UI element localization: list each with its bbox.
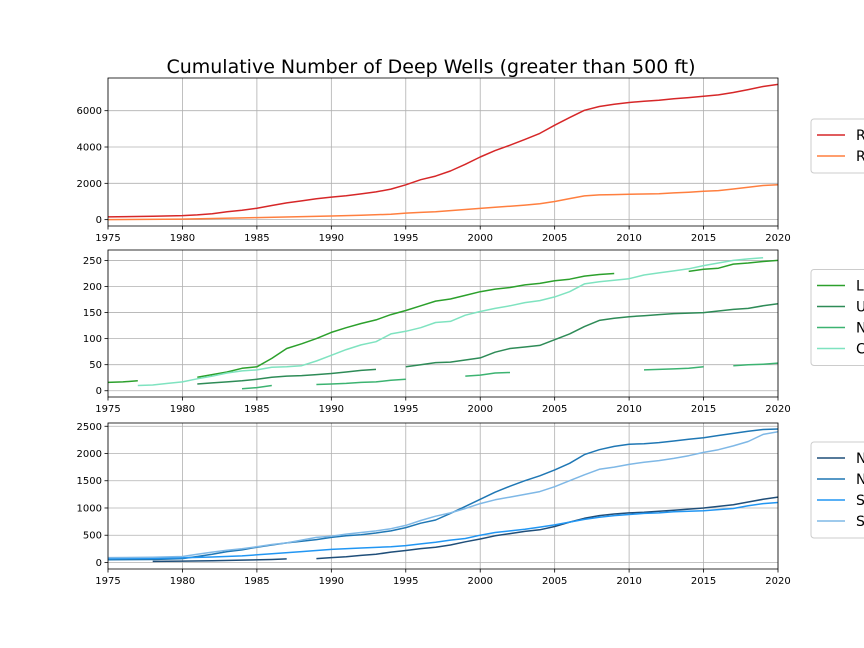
series-line-1-segment-1 [152, 558, 287, 563]
legend-label: U [856, 300, 864, 316]
legend: RR [810, 118, 864, 174]
axes-frame [107, 249, 779, 398]
figure-title: Cumulative Number of Deep Wells (greater… [166, 56, 695, 78]
series-line-2-segment-1 [108, 184, 778, 221]
series-line-1-segment-1 [108, 380, 138, 384]
y-tick-label: 2000 [77, 449, 102, 460]
legend-label: S [856, 514, 864, 530]
x-tick-label: 1985 [244, 576, 269, 587]
series-line-1-segment-2 [316, 496, 778, 560]
series-group [108, 83, 778, 221]
legend-box [810, 269, 864, 366]
x-tick-label: 1980 [170, 576, 195, 587]
axes-frame [107, 77, 779, 227]
x-tick-label: 2020 [765, 404, 790, 415]
x-tick-label: 2005 [542, 233, 567, 244]
x-tick-label: 1990 [319, 233, 344, 244]
series-group [108, 428, 778, 563]
charts-container: 1975 1980 1985 1990 1995 2000 2005 2010 2015 2020… [77, 77, 864, 587]
y-tick-label: 1500 [77, 476, 102, 487]
y-tick-label: 150 [83, 308, 102, 319]
x-tick-label: 1995 [393, 576, 418, 587]
x-tick-label: 2010 [616, 404, 641, 415]
x-tick-label: 2015 [691, 576, 716, 587]
x-tick-label: 2000 [467, 404, 492, 415]
series-line-4-segment-1 [137, 257, 764, 387]
y-tick-label: 1000 [77, 503, 102, 514]
y-tick-label: 2000 [77, 179, 102, 190]
y-tick-label: 50 [89, 360, 102, 371]
x-tick-label: 1985 [244, 233, 269, 244]
legend-label: L [856, 279, 864, 295]
y-tick-label: 0 [96, 558, 102, 569]
series-line-2-segment-1 [197, 368, 377, 385]
series-line-3-segment-3 [465, 371, 511, 377]
x-tick-label: 2015 [691, 233, 716, 244]
series-line-2-segment-2 [405, 302, 778, 368]
x-tick-label: 1990 [319, 576, 344, 587]
legend-label: C [856, 342, 864, 358]
y-tick-label: 6000 [77, 106, 102, 117]
y-tick-label: 250 [83, 256, 102, 267]
y-tick-label: 4000 [77, 143, 102, 154]
x-tick-label: 2005 [542, 576, 567, 587]
x-tick-label: 1975 [95, 404, 120, 415]
x-tick-label: 2015 [691, 404, 716, 415]
legend-label: R [856, 149, 864, 165]
x-tick-label: 2010 [616, 576, 641, 587]
legend-box [810, 118, 864, 174]
x-tick-label: 2000 [467, 233, 492, 244]
series-line-3-segment-1 [241, 384, 272, 390]
x-tick-label: 2005 [542, 404, 567, 415]
series-line-3-segment-5 [733, 362, 778, 367]
legend-label: N [856, 451, 864, 467]
chart-panel-1: 1975 1980 1985 1990 1995 2000 2005 2010 2015 2020… [77, 77, 864, 244]
series-line-3-segment-4 [643, 366, 704, 371]
y-tick-label: 0 [96, 215, 102, 226]
x-tick-label: 1980 [170, 404, 195, 415]
x-tick-label: 1980 [170, 233, 195, 244]
x-tick-label: 2000 [467, 576, 492, 587]
legend-box [810, 441, 864, 539]
series-line-1-segment-1 [108, 83, 778, 218]
series-line-3-segment-2 [316, 378, 406, 386]
y-tick-label: 200 [83, 282, 102, 293]
x-tick-label: 1990 [319, 404, 344, 415]
legend-label: S [856, 493, 864, 509]
axes-frame [107, 422, 779, 570]
y-tick-label: 0 [96, 386, 102, 397]
x-tick-label: 2010 [616, 233, 641, 244]
x-tick-label: 1975 [95, 233, 120, 244]
x-tick-label: 2020 [765, 233, 790, 244]
series-line-4-segment-1 [108, 430, 778, 559]
legend-label: N [856, 472, 864, 488]
y-tick-label: 100 [83, 334, 102, 345]
series-line-1-segment-2 [197, 272, 615, 378]
x-tick-label: 1995 [393, 233, 418, 244]
x-tick-label: 2020 [765, 576, 790, 587]
x-tick-label: 1985 [244, 404, 269, 415]
series-line-1-segment-3 [688, 259, 778, 273]
series-group [108, 257, 778, 390]
series-line-3-segment-1 [108, 501, 778, 560]
legend-label: R [856, 128, 864, 144]
chart-panel-2: 1975 1980 1985 1990 1995 2000 2005 2010 2015 2020… [83, 249, 864, 415]
chart-panel-3: 1975 1980 1985 1990 1995 2000 2005 2010 2015 2020… [77, 422, 864, 587]
y-tick-label: 2500 [77, 422, 102, 433]
x-tick-label: 1995 [393, 404, 418, 415]
x-tick-label: 1975 [95, 576, 120, 587]
legend-label: N [856, 321, 864, 337]
y-tick-label: 500 [83, 531, 102, 542]
